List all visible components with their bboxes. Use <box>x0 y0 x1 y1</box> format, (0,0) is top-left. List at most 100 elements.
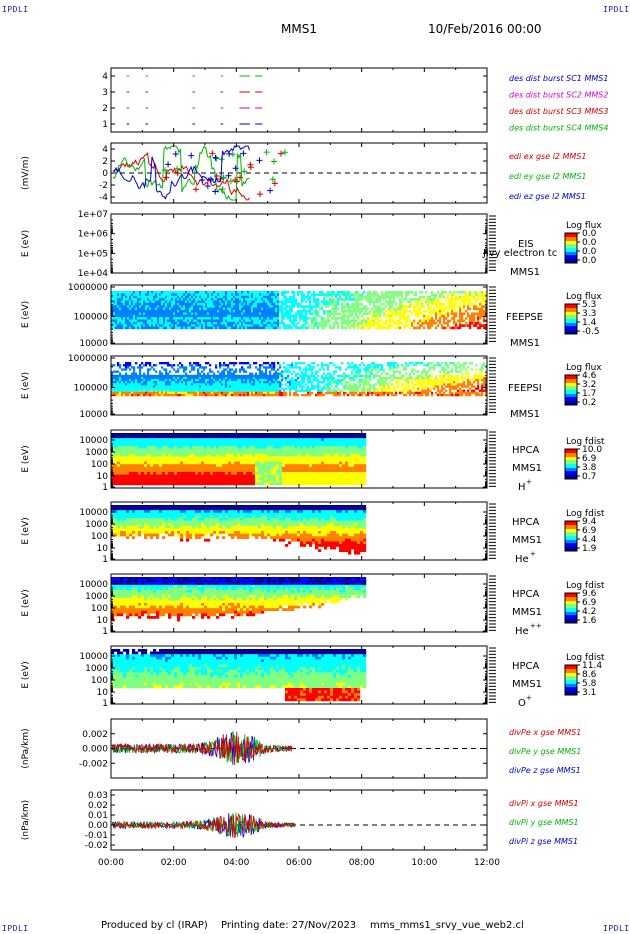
spectrogram-cell <box>245 293 248 296</box>
spectrogram-cell <box>137 383 140 386</box>
spectrogram-cell <box>177 293 180 296</box>
spectrogram-cell <box>259 293 262 296</box>
spectrogram-cell <box>247 302 250 306</box>
spectrogram-cell <box>239 381 242 384</box>
spectrogram-cell <box>323 319 326 323</box>
spectrogram-cell <box>269 310 272 313</box>
spectrogram-cell <box>181 391 184 395</box>
spectrogram-cell <box>469 302 472 306</box>
spectrogram-cell <box>323 310 326 313</box>
spectrogram-cell <box>321 291 324 294</box>
spectrogram-cell <box>159 379 162 382</box>
spectrogram-cell <box>359 312 362 315</box>
spectrogram-cell <box>391 393 394 397</box>
spectrogram-cell <box>257 310 260 313</box>
spectrogram-cell <box>151 317 154 320</box>
spectrogram-cell <box>185 293 188 296</box>
spectrogram-cell <box>403 305 406 308</box>
spectrogram-cell <box>261 383 264 386</box>
spectrogram-cell <box>325 302 328 306</box>
spectrogram-cell <box>151 389 154 392</box>
spectrogram-cell <box>168 472 172 475</box>
spectrogram-cell <box>371 385 374 388</box>
spectrogram-cell <box>305 305 308 308</box>
spectrogram-cell <box>471 302 474 306</box>
spectrogram-cell <box>159 433 163 436</box>
spectrogram-cell <box>253 293 256 296</box>
spectrogram-cell <box>357 310 360 313</box>
spectrogram-cell <box>287 370 290 373</box>
spectrogram-cell <box>115 381 118 384</box>
spectrogram-cell <box>341 326 344 330</box>
spectrogram-cell <box>127 387 130 390</box>
spectrogram-cell <box>435 312 438 315</box>
spectrogram-cell <box>273 374 276 378</box>
spectrogram-cell <box>387 326 390 330</box>
spectrogram-cell <box>239 326 242 330</box>
spectrogram-cell <box>174 459 178 462</box>
spectrogram-cell <box>317 312 320 315</box>
spectrogram-cell <box>385 319 388 323</box>
spectrogram-cell <box>423 317 426 320</box>
spectrogram-cell <box>479 291 482 294</box>
spectrogram-cell <box>205 324 208 327</box>
spectrogram-cell <box>387 314 390 318</box>
spectrogram-cell <box>455 393 458 397</box>
spectrogram-cell <box>171 291 174 294</box>
spectrogram-cell <box>251 302 254 306</box>
spectrogram-cell <box>203 319 206 323</box>
spectrogram-cell <box>329 300 332 304</box>
spectrogram-cell <box>129 440 133 444</box>
spectrogram-cell <box>263 326 266 330</box>
spectrogram-cell <box>215 391 218 395</box>
spectrogram-cell <box>295 298 298 301</box>
spectrogram-cell <box>203 391 206 395</box>
spectrogram-cell <box>168 469 172 473</box>
spectrogram-cell <box>391 312 394 315</box>
spectrogram-cell <box>321 364 324 367</box>
spectrogram-cell <box>427 376 430 380</box>
spectrogram-cell <box>251 376 254 380</box>
spectrogram-cell <box>417 321 420 325</box>
spectrogram-cell <box>143 376 146 380</box>
spectrogram-cell <box>241 293 244 296</box>
spectrogram-cell <box>265 370 268 373</box>
spectrogram-cell <box>119 305 122 308</box>
spectrogram-cell <box>259 391 262 395</box>
spectrogram-cell <box>125 300 128 304</box>
spectrogram-cell <box>207 379 210 382</box>
spectrogram-cell <box>305 312 308 315</box>
spectrogram-cell <box>237 312 240 315</box>
spectrogram-cell <box>183 307 186 311</box>
spectrogram-cell <box>445 393 448 397</box>
spectrogram-cell <box>353 387 356 390</box>
spectrogram-cell <box>259 381 262 384</box>
spectrogram-cell <box>391 379 394 382</box>
spectrogram-cell <box>335 312 338 315</box>
spectrogram-cell <box>159 440 163 444</box>
spectrogram-cell <box>133 389 136 392</box>
spectrogram-cell <box>273 385 276 388</box>
spectrogram-cell <box>343 317 346 320</box>
spectrogram-cell <box>163 293 166 296</box>
spectrogram-cell <box>127 385 130 388</box>
spectrogram-cell <box>473 321 476 325</box>
spectrogram-cell <box>169 321 172 325</box>
spectrogram-cell <box>329 319 332 323</box>
spectrogram-cell <box>253 310 256 313</box>
spectrogram-cell <box>217 324 220 327</box>
spectrogram-cell <box>125 393 128 397</box>
spectrogram-cell <box>421 393 424 397</box>
spectrogram-cell <box>159 295 162 299</box>
spectrogram-cell <box>315 319 318 323</box>
spectrogram-cell <box>359 372 362 375</box>
spectrogram-cell <box>227 305 230 308</box>
spectrogram-cell <box>293 383 296 386</box>
spectrogram-cell <box>337 381 340 384</box>
spectrogram-cell <box>463 362 466 365</box>
spectrogram-cell <box>157 391 160 395</box>
spectrogram-cell <box>281 307 284 311</box>
spectrogram-cell <box>227 312 230 315</box>
spectrogram-cell <box>219 364 222 367</box>
spectrogram-cell <box>395 321 398 325</box>
